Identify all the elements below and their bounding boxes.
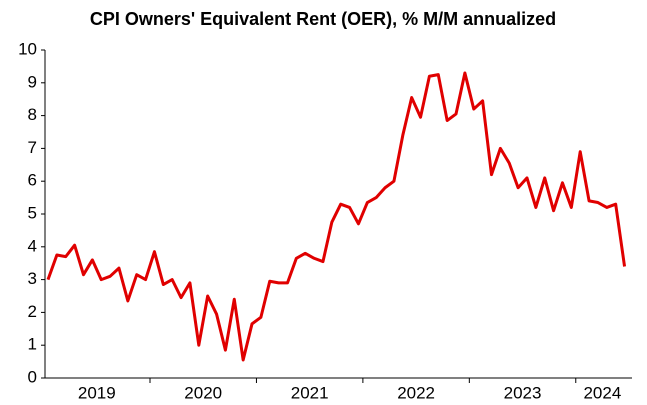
- y-tick-label: 4: [28, 236, 37, 255]
- y-tick-label: 2: [28, 302, 37, 321]
- y-tick-label: 3: [28, 269, 37, 288]
- line-series: [46, 71, 627, 362]
- x-tick-label: 2022: [397, 383, 435, 402]
- y-tick-label: 9: [28, 72, 37, 91]
- x-tick-label: 2021: [291, 383, 329, 402]
- y-tick-label: 0: [28, 367, 37, 386]
- y-tick-label: 5: [28, 203, 37, 222]
- x-tick-label: 2024: [583, 383, 621, 402]
- y-tick-label: 6: [28, 171, 37, 190]
- y-tick-label: 1: [28, 335, 37, 354]
- x-tick-label: 2019: [78, 383, 116, 402]
- x-tick-label: 2023: [504, 383, 542, 402]
- x-tick-label: 2020: [184, 383, 222, 402]
- y-tick-label: 7: [28, 138, 37, 157]
- y-tick-label: 10: [18, 39, 37, 58]
- chart-title: CPI Owners' Equivalent Rent (OER), % M/M…: [90, 9, 556, 29]
- y-tick-label: 8: [28, 105, 37, 124]
